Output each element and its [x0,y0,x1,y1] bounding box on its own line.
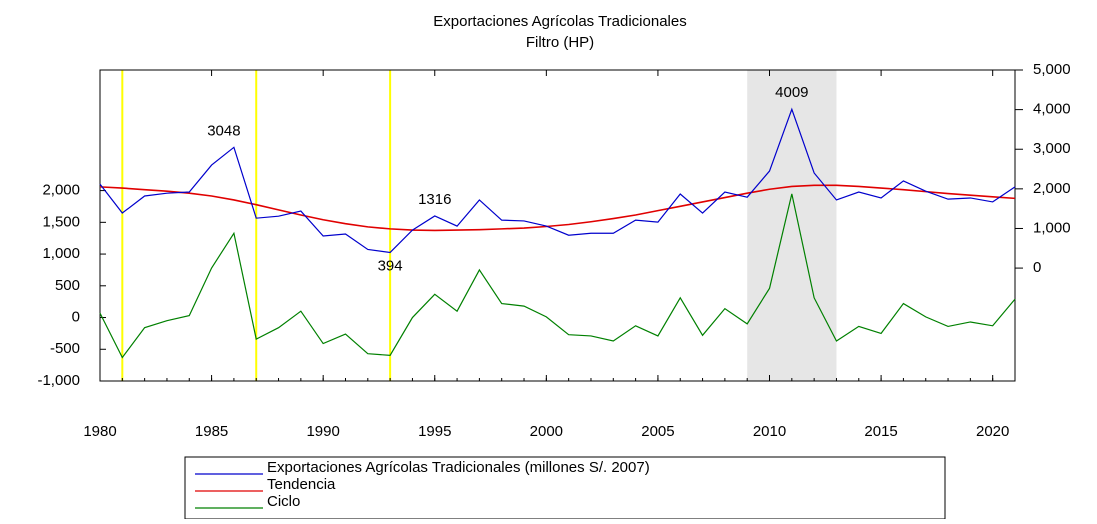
series-line [99,184,1016,232]
y-tick-label: 500 [55,277,80,294]
chart-title: Exportaciones Agrícolas Tradicionales [433,13,686,30]
y-tick-label: 1,500 [42,213,80,230]
legend-box [184,456,946,520]
legend-label: Exportaciones Agrícolas Tradicionales (m… [267,459,650,476]
shaded-range [747,70,837,381]
y2-tick-label: 4,000 [1033,101,1071,118]
legend-label: Tendencia [267,476,336,493]
y-tick-label: -500 [50,340,80,357]
annotation: 3048 [207,122,240,139]
x-tick-label: 1980 [83,423,116,440]
x-tick-label: 1985 [195,423,228,440]
y2-tick-label: 0 [1033,259,1041,276]
x-tick-label: 2020 [976,423,1009,440]
x-tick-label: 2005 [641,423,674,440]
series-line [99,107,1016,254]
chart-subtitle: Filtro (HP) [526,34,594,51]
annotation: 1316 [418,191,451,208]
y-tick-label: 2,000 [42,182,80,199]
x-tick-label: 1990 [306,423,339,440]
y2-tick-label: 1,000 [1033,219,1071,236]
x-tick-label: 2015 [864,423,897,440]
y2-tick-label: 2,000 [1033,180,1071,197]
legend-label: Ciclo [267,493,300,510]
y-tick-label: 1,000 [42,245,80,262]
y2-tick-label: 3,000 [1033,140,1071,157]
annotation: 394 [378,257,403,274]
x-tick-label: 2000 [530,423,563,440]
series-line [99,193,1016,359]
x-tick-label: 2010 [753,423,786,440]
y-tick-label: 0 [72,308,80,325]
annotation: 4009 [775,84,808,101]
y-tick-label: -1,000 [37,372,80,389]
y2-tick-label: 5,000 [1033,61,1071,78]
x-tick-label: 1995 [418,423,451,440]
plot-frame [99,69,1016,382]
